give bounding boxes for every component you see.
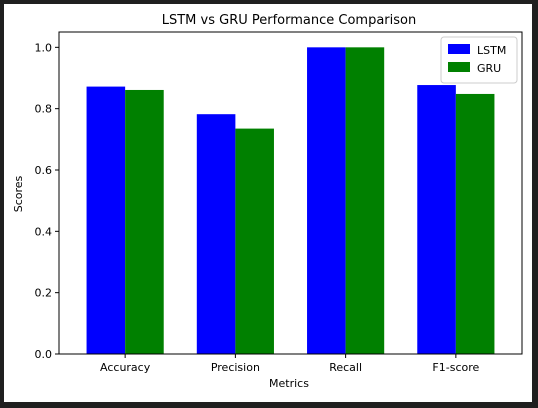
bar-lstm-recall	[307, 47, 346, 354]
chart-title: LSTM vs GRU Performance Comparison	[162, 13, 416, 28]
y-tick-label: 0.6	[35, 164, 53, 177]
legend-label-lstm: LSTM	[477, 44, 506, 57]
bar-chart: LSTM vs GRU Performance Comparison 0.00.…	[12, 13, 523, 390]
bar-lstm-f1-score	[417, 85, 456, 355]
y-tick-label: 0.4	[35, 225, 53, 238]
y-tick-label: 0.2	[35, 287, 53, 300]
x-tick-label: Precision	[211, 361, 260, 374]
x-tick-label: Accuracy	[100, 361, 151, 374]
legend-swatch-lstm	[448, 44, 470, 54]
plot-area	[86, 47, 495, 355]
y-tick-label: 1.0	[35, 41, 53, 54]
bar-gru-precision	[235, 128, 274, 354]
axes-frame	[58, 31, 523, 355]
bar-gru-recall	[345, 47, 385, 354]
bar-lstm-accuracy	[86, 86, 126, 354]
bar-lstm-precision	[196, 114, 236, 354]
y-tick-label: 0.8	[35, 103, 53, 116]
x-axis-label: Metrics	[269, 377, 309, 390]
bar-gru-f1-score	[455, 93, 495, 354]
x-tick-label: Recall	[329, 361, 362, 374]
x-axis: Accuracy Precision Recall F1-score	[100, 354, 480, 374]
x-tick-label: F1-score	[432, 361, 479, 374]
y-axis: 0.0 0.2 0.4 0.6 0.8 1.0	[35, 41, 59, 361]
legend-swatch-gru	[448, 62, 470, 72]
bar-gru-accuracy	[125, 89, 164, 355]
y-axis-label: Scores	[12, 175, 25, 212]
legend: LSTM GRU	[440, 36, 518, 84]
legend-label-gru: GRU	[477, 62, 501, 75]
chart-figure: LSTM vs GRU Performance Comparison 0.0 0.…	[4, 4, 532, 402]
y-tick-label: 0.0	[35, 348, 53, 361]
